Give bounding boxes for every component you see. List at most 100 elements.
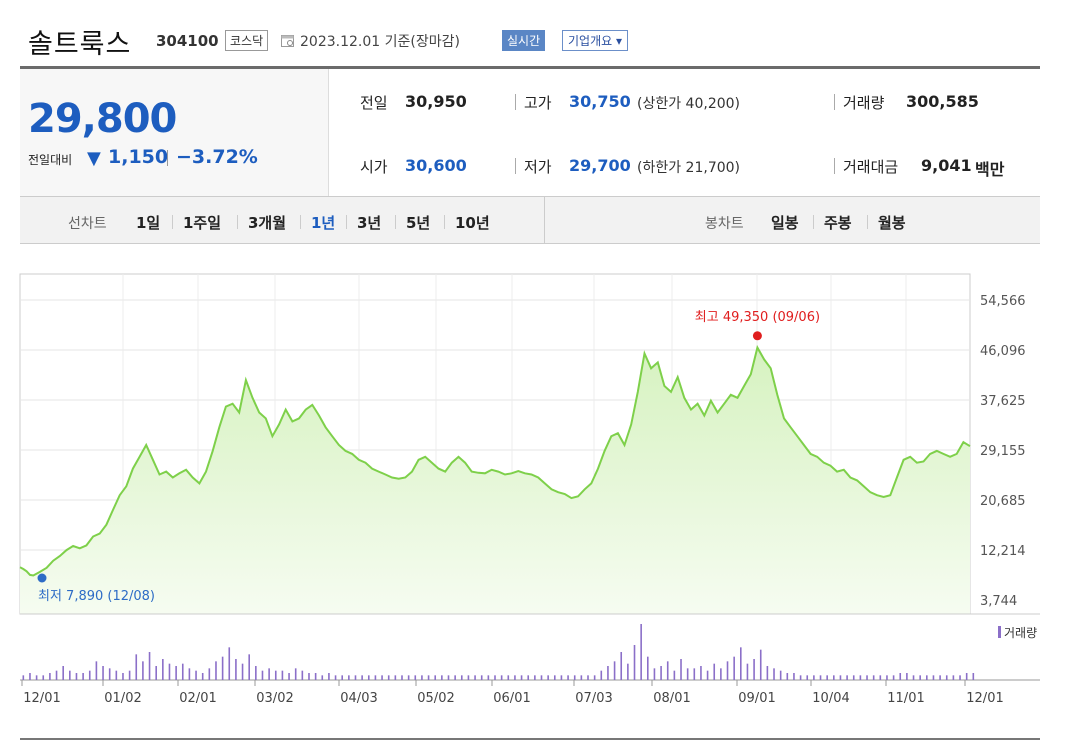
volume-bar [872,675,875,680]
high-label: 고가 [524,94,552,112]
volume-bar [746,663,749,680]
volume-bar [321,675,324,680]
open-value: 30,600 [405,156,467,175]
y-tick-label: 37,625 [980,394,1026,409]
volume-bar [274,670,277,680]
volume-bar [401,675,403,680]
volume-bar [500,675,503,680]
volume-bar [593,675,596,680]
down-arrow-icon: ▼ [87,148,101,169]
volume-bar [248,654,250,680]
volume-bar [168,663,171,680]
volume-bar [195,670,197,680]
volume-bar [434,675,437,680]
volume-bar [69,670,71,680]
period-separator [395,215,396,229]
volume-bar [181,663,184,680]
volume-bar [720,668,722,680]
volume-bar [341,675,344,680]
realtime-button[interactable]: 실시간 [502,30,546,51]
volume-bar [62,666,64,680]
volume-bar [215,661,217,680]
volume-label: 거래량 [843,94,885,112]
volume-bar [367,675,370,680]
volume-bar [301,670,304,680]
period-1d[interactable]: 1일 [136,214,161,232]
stat-separator [515,158,516,174]
period-separator [813,215,814,229]
bottom-divider [20,738,1040,740]
volume-bar [640,624,642,680]
volume-bar [507,675,510,680]
period-1w[interactable]: 1주일 [183,214,222,232]
y-tick-label: 54,566 [980,294,1026,309]
volume-bar [148,652,151,680]
high-marker [752,331,762,341]
volume-bar [633,645,636,680]
volume-bar [447,675,450,680]
price-summary-panel [20,69,329,197]
volume-bar [328,673,330,680]
volume-bar [261,670,264,680]
volume-bar [55,670,58,680]
volume-bar [534,675,536,680]
volume-bar [959,675,961,680]
low-value: 29,700 [569,156,631,175]
volume-legend: 거래량 [1004,626,1037,640]
volume-bar [294,668,297,680]
volume-bar [879,675,882,680]
price-area [20,347,970,614]
y-tick-label: 12,214 [980,544,1026,559]
volume-bar [35,675,38,680]
volume-bar [753,659,755,680]
candle-weekly[interactable]: 주봉 [824,214,852,232]
period-separator [237,215,238,229]
calendar-icon [281,35,294,47]
line-chart-label: 선차트 [68,216,107,232]
candle-monthly[interactable]: 월봉 [878,214,906,232]
volume-bar [334,675,337,680]
period-separator [346,215,347,229]
volume-legend-swatch [998,626,1001,638]
volume-bar [806,675,809,680]
volume-bar [852,675,855,680]
open-label: 시가 [360,158,388,176]
x-tick-label: 08/01 [653,691,690,706]
volume-bar [799,675,802,680]
volume-bar [939,675,941,680]
volume-bar [162,659,164,680]
company-overview-dropdown[interactable]: 기업개요 ▾ [562,30,628,51]
period-3y[interactable]: 3년 [357,214,382,232]
volume-bar [660,666,662,680]
volume-bar [487,675,490,680]
period-3m[interactable]: 3개월 [248,214,287,232]
period-10y[interactable]: 10년 [455,214,490,232]
candle-chart-label: 봉차트 [705,216,744,232]
period-1y[interactable]: 1년 [311,214,336,232]
price-chart: 54,566 46,096 37,625 29,155 20,685 12,214 3,74… [19,273,1040,706]
period-separator [300,215,301,229]
volume-bar [441,675,443,680]
volume-bar [686,668,689,680]
period-5y[interactable]: 5년 [406,214,431,232]
current-price: 29,800 [28,96,177,142]
y-tick-labels: 54,566 46,096 37,625 29,155 20,685 12,214 3,74… [980,294,1026,609]
candle-daily[interactable]: 일봉 [771,214,799,232]
stat-separator [515,94,516,110]
volume-bar [394,675,397,680]
volume-bar [155,666,157,680]
volume-bar [866,675,868,680]
market-badge: 코스닥 [225,30,269,51]
volume-bar [813,675,815,680]
high-annotation: 최고 49,350 (09/06) [695,310,820,325]
volume-bar [766,666,769,680]
volume-bar [228,647,231,680]
prev-close-value: 30,950 [405,92,467,111]
stock-code: 304100 [156,32,219,50]
volume-bar [374,675,377,680]
volume-bar [108,668,111,680]
volume-bar [427,675,430,680]
volume-bar [607,666,609,680]
volume-bar [713,663,716,680]
volume-bar [268,668,270,680]
